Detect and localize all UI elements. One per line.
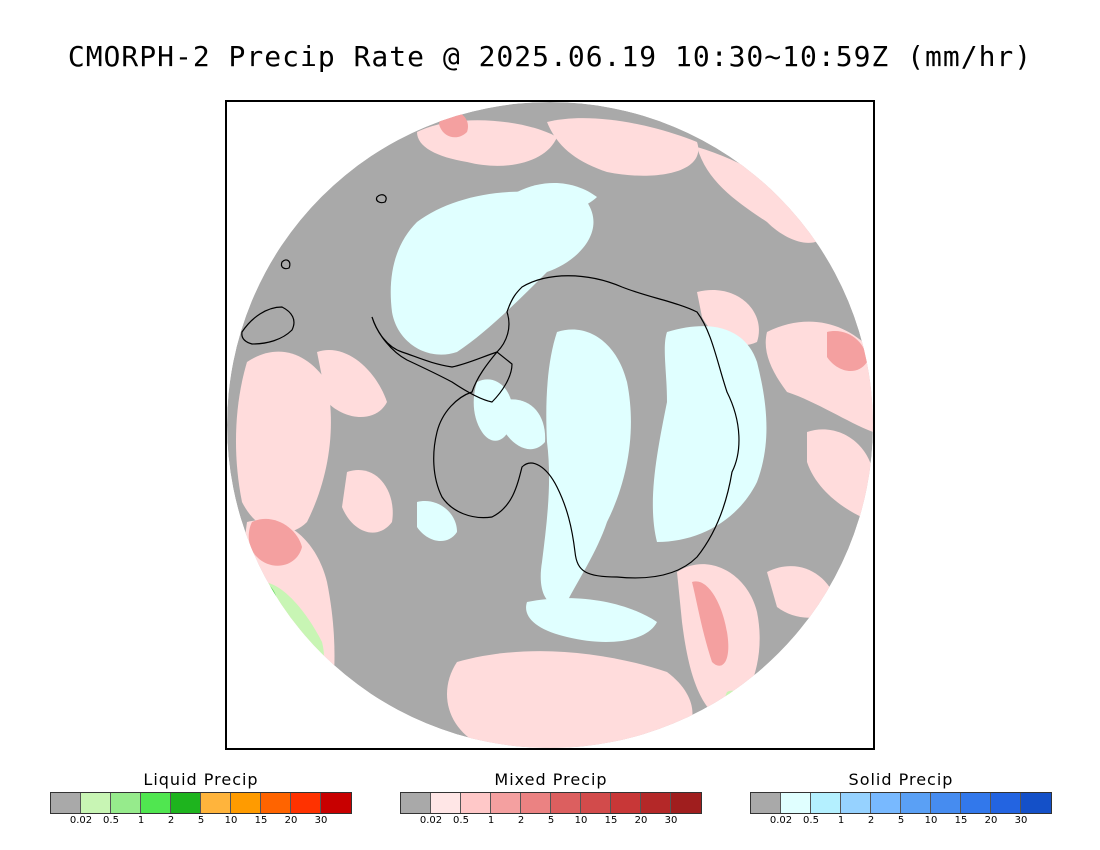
legend-swatch [141, 793, 171, 813]
legend-swatch [461, 793, 491, 813]
legend-swatch [201, 793, 231, 813]
antarctic-peninsula-coastline [371, 316, 513, 403]
legend-tick-label: 0.5 [103, 815, 119, 826]
legend-tick-label: 2 [867, 815, 875, 826]
map-panel [225, 100, 875, 750]
legend-swatch [111, 793, 141, 813]
legend-tick-label: 1 [837, 815, 845, 826]
legend-swatch [321, 793, 351, 813]
polar-precip-map [227, 102, 873, 748]
legend-tick-label: 1 [137, 815, 145, 826]
legend-swatch [581, 793, 611, 813]
precip-field [227, 102, 873, 748]
legend-title-solid: Solid Precip [848, 770, 954, 789]
legend-swatch [901, 793, 931, 813]
legend-swatch [781, 793, 811, 813]
legend-swatch [611, 793, 641, 813]
legend-tick-label: 20 [284, 815, 298, 826]
legend-swatch [491, 793, 521, 813]
legend-swatch [521, 793, 551, 813]
legend-tick-label: 30 [314, 815, 328, 826]
legend-tick-label: 30 [1014, 815, 1028, 826]
legend-swatch [991, 793, 1021, 813]
legend-swatch [291, 793, 321, 813]
legend-tick-label: 0.02 [769, 815, 793, 826]
legend-ticks-mixed: 0.02 0.5 1 2 5 10 15 20 30 [400, 814, 702, 828]
legend-liquid: Liquid Precip 0.02 0.5 1 2 5 10 15 20 30 [50, 770, 352, 828]
legend-tick-label: 15 [254, 815, 268, 826]
antarctica-coastline [433, 275, 740, 579]
legend-swatch [671, 793, 701, 813]
legend-ticks-liquid: 0.02 0.5 1 2 5 10 15 20 30 [50, 814, 352, 828]
solid-precip-light [390, 182, 767, 642]
legend-tick-label: 30 [664, 815, 678, 826]
legend-tick-label: 2 [167, 815, 175, 826]
chart-title: CMORPH-2 Precip Rate @ 2025.06.19 10:30~… [67, 40, 1033, 73]
legend-tick-label: 0.02 [419, 815, 443, 826]
legend-swatch [81, 793, 111, 813]
legend-swatch [751, 793, 781, 813]
legend-tick-label: 2 [517, 815, 525, 826]
legend-swatch [261, 793, 291, 813]
south-america-coastline [241, 306, 295, 345]
legend-swatch [1021, 793, 1051, 813]
legend-tick-label: 20 [634, 815, 648, 826]
legend-swatch [961, 793, 991, 813]
legend-tick-label: 20 [984, 815, 998, 826]
legend-swatch [431, 793, 461, 813]
legend-tick-label: 5 [197, 815, 205, 826]
legend-swatch [51, 793, 81, 813]
legend-swatch [401, 793, 431, 813]
south-georgia-coastline [375, 194, 387, 204]
legend-swatch [641, 793, 671, 813]
legend-swatch [231, 793, 261, 813]
legend-swatches-liquid [50, 792, 352, 814]
legend-tick-label: 5 [897, 815, 905, 826]
legend-tick-label: 10 [924, 815, 938, 826]
legend-tick-label: 0.5 [803, 815, 819, 826]
legend-ticks-solid: 0.02 0.5 1 2 5 10 15 20 30 [750, 814, 1052, 828]
legend-tick-label: 15 [604, 815, 618, 826]
legend-tick-label: 1 [487, 815, 495, 826]
falkland-coastline [280, 259, 291, 270]
legend-tick-label: 5 [547, 815, 555, 826]
legend-title-liquid: Liquid Precip [143, 770, 259, 789]
legend-swatch [841, 793, 871, 813]
legend-swatches-solid [750, 792, 1052, 814]
legend-tick-label: 10 [574, 815, 588, 826]
legend-swatch [551, 793, 581, 813]
legend-swatch [171, 793, 201, 813]
legend-swatch [871, 793, 901, 813]
legend-tick-label: 0.02 [69, 815, 93, 826]
legend-solid: Solid Precip 0.02 0.5 1 2 5 10 15 20 30 [750, 770, 1052, 828]
legend-swatch [931, 793, 961, 813]
legend-title-mixed: Mixed Precip [494, 770, 608, 789]
legend-swatches-mixed [400, 792, 702, 814]
legend-tick-label: 15 [954, 815, 968, 826]
legend-mixed: Mixed Precip 0.02 0.5 1 2 5 10 15 20 30 [400, 770, 702, 828]
legend-tick-label: 10 [224, 815, 238, 826]
legend-tick-label: 0.5 [453, 815, 469, 826]
legend-swatch [811, 793, 841, 813]
